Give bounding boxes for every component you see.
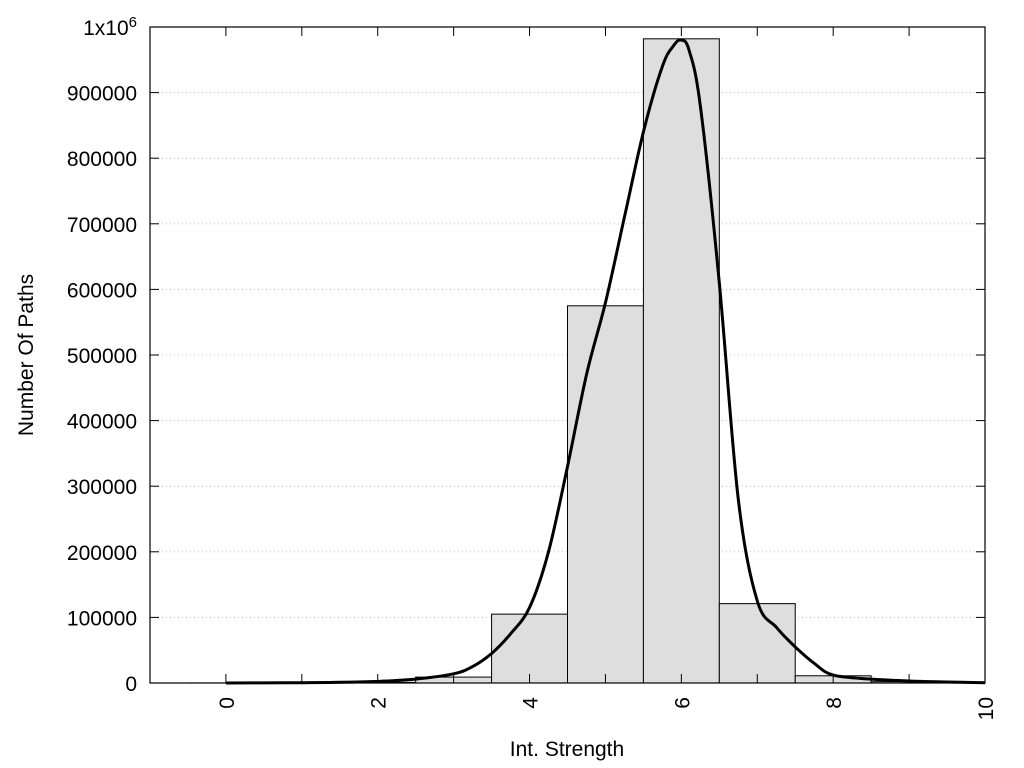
x-tick-label: 8 — [823, 697, 846, 709]
x-tick-label: 2 — [368, 697, 391, 709]
y-tick-label: 900000 — [67, 83, 137, 106]
y-tick-labels: 0 100000 200000 300000 400000 500000 600000 700… — [67, 83, 137, 696]
x-tick-label: 4 — [520, 697, 543, 709]
bars — [187, 38, 948, 684]
y-axis-label: Number Of Paths — [15, 274, 38, 436]
histogram-bar — [718, 603, 796, 684]
x-tick-label: 0 — [216, 697, 239, 709]
y-top-exponent: 6 — [129, 14, 137, 31]
x-tick-labels: 0 2 4 6 8 10 — [216, 697, 998, 721]
y-tick-label: 200000 — [67, 542, 137, 565]
distribution-curve — [225, 38, 986, 685]
histogram-bar — [491, 613, 568, 684]
x-tick-label: 6 — [671, 697, 694, 709]
x-axis-label: Int. Strength — [510, 738, 624, 761]
y-tick-label: 800000 — [67, 148, 137, 171]
fit-curve — [225, 38, 986, 685]
y-tick-label: 600000 — [67, 279, 137, 302]
histogram-bar — [567, 305, 644, 684]
y-top-base: 1x10 — [83, 17, 129, 40]
y-tick-label: 500000 — [67, 345, 137, 368]
plot-frame — [149, 26, 986, 684]
y-tick-label: 300000 — [67, 476, 137, 499]
y-tick-label: 100000 — [67, 607, 137, 630]
y-tick-label: 700000 — [67, 214, 137, 237]
y-tick-label: 400000 — [67, 411, 137, 434]
y-top-tick-label: 1x106 — [83, 14, 137, 40]
x-tick-label: 10 — [975, 697, 998, 720]
y-tick-label: 0 — [125, 673, 137, 696]
histogram-bar — [642, 38, 720, 684]
